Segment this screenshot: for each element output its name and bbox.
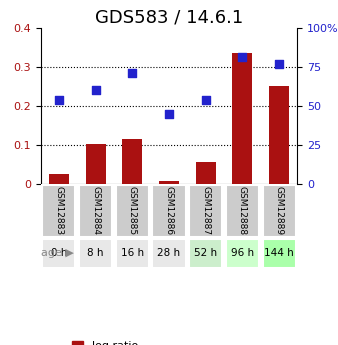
Point	[93, 87, 98, 93]
FancyBboxPatch shape	[152, 185, 186, 237]
Text: GSM12884: GSM12884	[91, 186, 100, 235]
Text: 96 h: 96 h	[231, 248, 254, 258]
Text: age ▶: age ▶	[41, 248, 74, 258]
Text: GSM12888: GSM12888	[238, 186, 247, 236]
Text: 16 h: 16 h	[121, 248, 144, 258]
Bar	[269, 86, 289, 184]
Bar	[122, 139, 142, 184]
FancyBboxPatch shape	[263, 185, 296, 237]
Text: GSM12883: GSM12883	[54, 186, 64, 236]
FancyBboxPatch shape	[189, 185, 222, 237]
Point	[203, 97, 209, 102]
FancyBboxPatch shape	[116, 185, 149, 237]
FancyBboxPatch shape	[116, 239, 149, 267]
FancyBboxPatch shape	[263, 239, 296, 267]
FancyBboxPatch shape	[226, 239, 259, 267]
Text: 28 h: 28 h	[158, 248, 180, 258]
FancyBboxPatch shape	[189, 239, 222, 267]
FancyBboxPatch shape	[79, 239, 112, 267]
Text: 8 h: 8 h	[87, 248, 104, 258]
FancyBboxPatch shape	[226, 185, 259, 237]
Legend: log ratio, percentile rank within the sample: log ratio, percentile rank within the sa…	[72, 341, 280, 345]
Bar	[196, 162, 216, 184]
Text: GSM12887: GSM12887	[201, 186, 210, 236]
Point	[129, 70, 135, 76]
FancyBboxPatch shape	[79, 185, 112, 237]
Text: GSM12886: GSM12886	[165, 186, 173, 236]
Title: GDS583 / 14.6.1: GDS583 / 14.6.1	[95, 8, 243, 26]
Text: GSM12889: GSM12889	[274, 186, 284, 236]
Bar	[86, 144, 106, 184]
Text: 0 h: 0 h	[51, 248, 67, 258]
Bar	[49, 174, 69, 184]
Point	[166, 111, 172, 117]
Point	[56, 97, 62, 102]
Bar	[232, 53, 252, 184]
Point	[276, 61, 282, 66]
FancyBboxPatch shape	[42, 239, 75, 267]
Text: 52 h: 52 h	[194, 248, 217, 258]
FancyBboxPatch shape	[152, 239, 186, 267]
Text: GSM12885: GSM12885	[128, 186, 137, 236]
FancyBboxPatch shape	[42, 185, 75, 237]
Bar	[159, 181, 179, 184]
Text: 144 h: 144 h	[264, 248, 294, 258]
Point	[240, 55, 245, 60]
